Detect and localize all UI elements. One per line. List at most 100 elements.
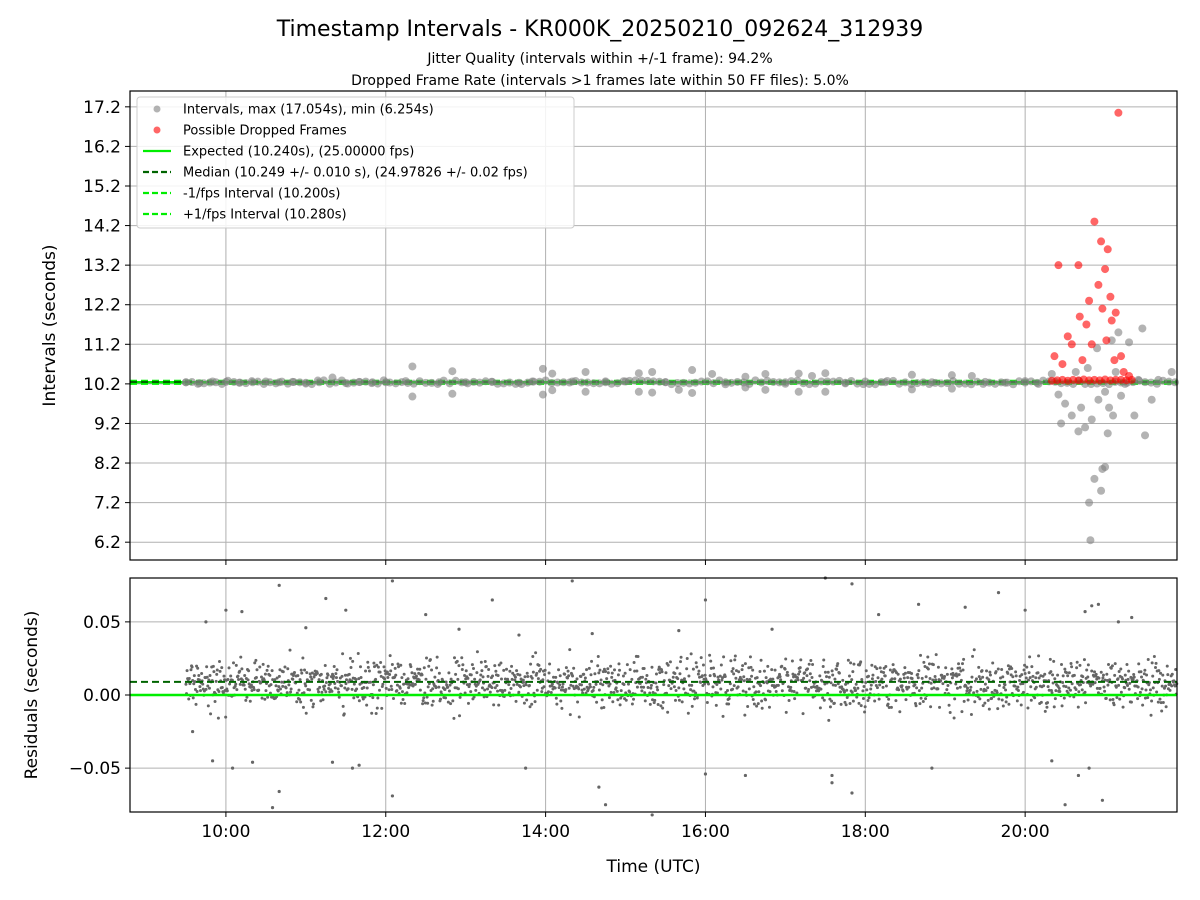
residual-point [395,683,399,687]
residual-point [187,697,191,701]
residual-point [754,690,758,694]
residual-point [1115,695,1119,699]
dropped-frame-point [1087,340,1096,349]
residual-point [831,683,835,687]
dropped-frame-point [1075,312,1084,321]
residual-point [719,687,723,691]
residual-point [787,699,791,703]
residual-point [997,697,1001,701]
interval-point [475,378,484,387]
top-y-tick-label: 16.2 [83,137,121,157]
residual-point [996,667,1000,671]
residual-point [247,669,251,673]
residual-point [1150,661,1154,665]
residual-point [1015,699,1019,703]
residual-point [427,682,431,686]
residual-point [510,677,514,681]
residual-point [983,682,987,686]
residual-point [531,670,535,674]
residual-point [1082,658,1086,662]
residual-point [200,671,204,675]
residual-point [1105,672,1109,676]
residual-point [366,665,370,669]
residual-point [646,685,650,689]
residual-point [851,670,855,674]
residual-point [853,686,857,690]
residual-point [845,695,849,699]
residual-point [553,686,557,690]
residual-point [960,710,964,714]
residual-point [259,675,263,679]
residual-point [971,654,975,658]
residual-point [934,653,938,657]
interval-point [643,376,652,385]
residual-point [215,668,219,672]
residual-point [821,665,825,669]
interval-point [799,379,808,388]
residual-point [1091,682,1095,686]
residual-outlier-point [490,598,494,602]
residual-point [483,688,487,692]
residual-point [880,677,884,681]
residual-outlier-point [830,781,834,785]
residual-point [926,655,930,659]
residual-point [918,702,922,706]
residual-point [1132,675,1136,679]
residual-point [807,687,811,691]
residual-point [225,689,229,693]
bottom-y-tick-label: 0.05 [83,613,121,633]
interval-point [1067,411,1076,420]
residual-point [731,687,735,691]
residual-point [1160,684,1164,688]
residual-point [809,658,813,662]
residual-point [1102,685,1106,689]
residual-point [785,670,789,674]
residual-point [342,712,346,716]
residual-point [1066,674,1070,678]
residual-point [1067,671,1071,675]
residual-point [604,669,608,673]
residual-point [977,675,981,679]
interval-point [461,378,470,387]
residual-point [357,677,361,681]
residual-point [215,672,219,676]
interval-point [1147,378,1156,387]
residual-point [928,676,932,680]
dropped-frame-point [1111,308,1120,317]
residual-point [300,671,304,675]
residual-point [1004,688,1008,692]
residual-point [265,668,269,672]
residual-point [1016,685,1020,689]
residual-point [1043,672,1047,676]
residual-point [470,663,474,667]
residual-point [334,672,338,676]
residual-point [548,662,552,666]
residual-point [934,678,938,682]
residual-point [1120,677,1124,681]
residual-point [311,705,315,709]
residual-point [595,700,599,704]
interval-point [841,378,850,387]
residual-point [660,670,664,674]
residual-point [1010,667,1014,671]
residual-point [517,690,521,694]
residual-point [863,705,867,709]
residual-point [632,697,636,701]
residual-point [1156,700,1160,704]
interval-point [775,378,784,387]
residual-point [654,672,658,676]
residual-point [612,690,616,694]
residual-point [850,690,854,694]
residual-point [628,690,632,694]
residual-point [610,671,614,675]
residual-point [484,664,488,668]
interval-point [307,380,316,389]
residual-point [712,666,716,670]
residual-point [324,681,328,685]
residual-point [198,685,202,689]
residual-point [984,688,988,692]
residual-point [1043,709,1047,713]
bottom-axes-frame [129,577,1178,813]
residual-point [1075,660,1079,664]
residual-point [254,658,258,662]
